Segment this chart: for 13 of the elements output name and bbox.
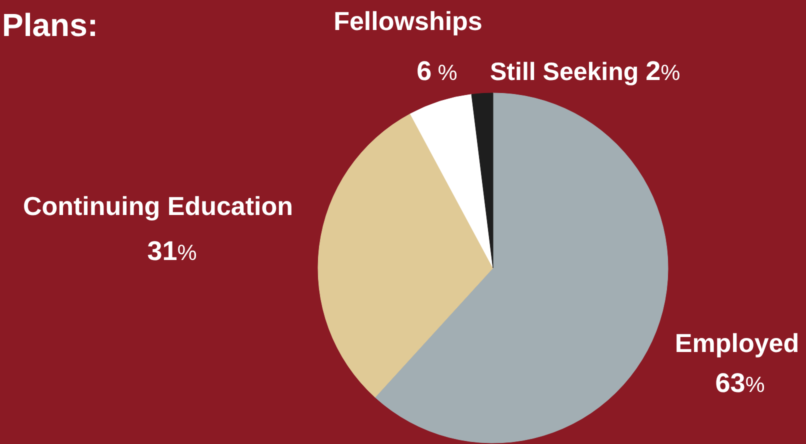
slice-label: Fellowships — [334, 6, 482, 36]
data-label: 31% — [147, 236, 197, 266]
data-label: 6 % — [416, 56, 458, 86]
slice-label: Employed — [674, 328, 800, 358]
slice-label: Still Seeking — [490, 58, 646, 86]
pie-slice — [374, 92, 668, 444]
data-label: 63% — [715, 368, 765, 398]
pie-slice — [471, 92, 494, 268]
data-label: 2% — [646, 56, 680, 86]
pie-slice — [410, 94, 494, 268]
slice-label: Continuing Education — [22, 191, 294, 221]
chart-title: Plans: — [2, 7, 98, 43]
pie-slice — [318, 114, 494, 398]
